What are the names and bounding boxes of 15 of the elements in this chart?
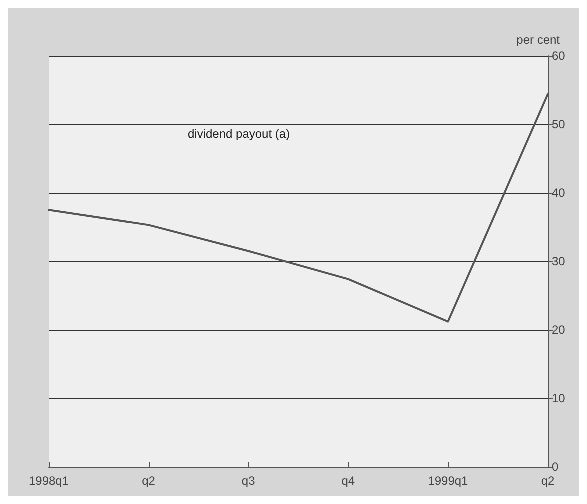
y-tick-label: 20 [552, 323, 566, 337]
x-tick-label: q3 [242, 474, 256, 488]
y-axis-title: per cent [516, 33, 561, 47]
y-tick-label: 40 [552, 186, 566, 200]
y-tick-label: 10 [552, 392, 566, 406]
y-tick-label: 30 [552, 254, 566, 268]
annotation: dividend payout (a) [188, 127, 290, 141]
x-tick-label: 1999q1 [428, 474, 469, 488]
x-tick-label: q2 [541, 474, 555, 488]
y-tick-label: 60 [552, 49, 566, 63]
x-tick-label: q2 [142, 474, 156, 488]
x-tick-label: q4 [342, 474, 356, 488]
y-tick-label: 0 [552, 460, 559, 474]
x-tick-label: 1998q1 [28, 474, 70, 488]
y-tick-label: 50 [552, 118, 566, 132]
